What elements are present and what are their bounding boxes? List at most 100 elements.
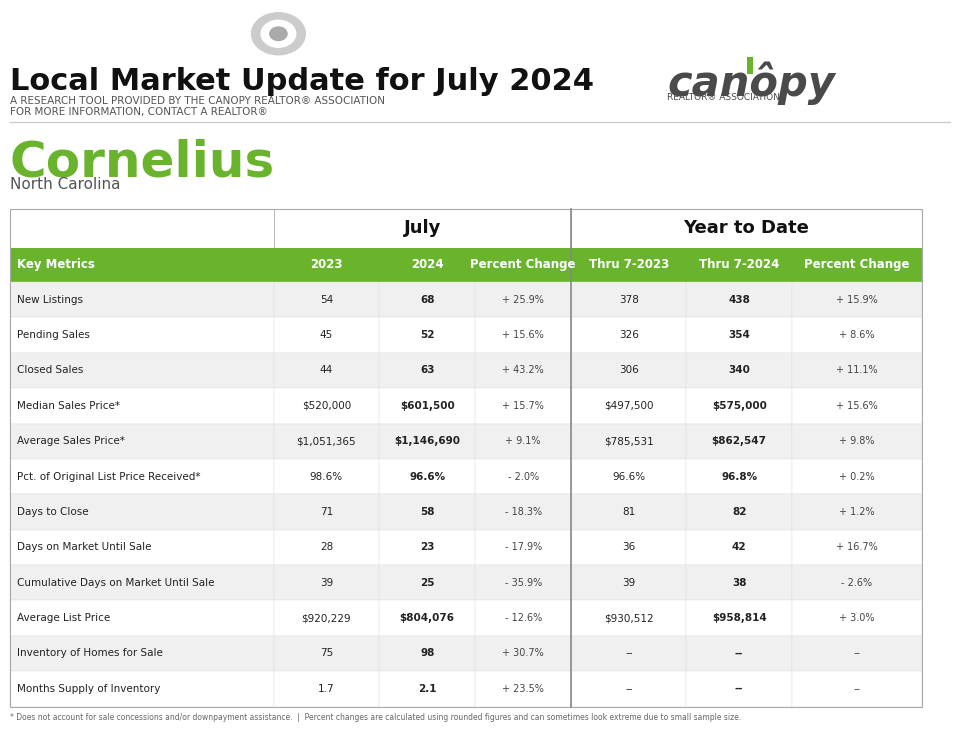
Text: 39: 39	[320, 578, 333, 588]
Text: $575,000: $575,000	[711, 400, 767, 411]
Text: Months Supply of Inventory: Months Supply of Inventory	[17, 684, 160, 694]
Text: - 17.9%: - 17.9%	[505, 542, 541, 552]
Text: 2.1: 2.1	[418, 684, 437, 694]
Text: Median Sales Price*: Median Sales Price*	[17, 400, 120, 411]
Text: 23: 23	[420, 542, 435, 552]
Text: 306: 306	[619, 365, 638, 376]
Text: $920,229: $920,229	[301, 613, 351, 623]
Text: 28: 28	[320, 542, 333, 552]
Text: Percent Change: Percent Change	[470, 258, 576, 272]
Text: + 30.7%: + 30.7%	[502, 649, 544, 658]
Text: --: --	[735, 684, 743, 694]
Text: 71: 71	[320, 507, 333, 517]
Text: North Carolina: North Carolina	[10, 177, 120, 192]
Text: --: --	[625, 649, 633, 658]
Text: + 16.7%: + 16.7%	[836, 542, 877, 552]
Text: 58: 58	[420, 507, 435, 517]
Text: Inventory of Homes for Sale: Inventory of Homes for Sale	[17, 649, 163, 658]
Text: + 23.5%: + 23.5%	[502, 684, 544, 694]
Text: 1.7: 1.7	[318, 684, 335, 694]
Text: + 9.8%: + 9.8%	[839, 436, 875, 446]
Text: Cornelius: Cornelius	[10, 139, 275, 187]
Text: New Listings: New Listings	[17, 295, 84, 304]
Text: 2024: 2024	[411, 258, 444, 272]
Text: Pct. of Original List Price Received*: Pct. of Original List Price Received*	[17, 472, 201, 482]
Text: Cumulative Days on Market Until Sale: Cumulative Days on Market Until Sale	[17, 578, 215, 588]
Text: $1,051,365: $1,051,365	[297, 436, 356, 446]
Text: 68: 68	[420, 295, 435, 304]
Text: 96.6%: 96.6%	[612, 472, 645, 482]
Text: - 35.9%: - 35.9%	[505, 578, 541, 588]
Text: $1,146,690: $1,146,690	[395, 436, 460, 446]
Text: Days on Market Until Sale: Days on Market Until Sale	[17, 542, 152, 552]
Text: $958,814: $958,814	[711, 613, 767, 623]
Text: A RESEARCH TOOL PROVIDED BY THE CANOPY REALTOR® ASSOCIATION: A RESEARCH TOOL PROVIDED BY THE CANOPY R…	[10, 96, 385, 106]
Text: Average Sales Price*: Average Sales Price*	[17, 436, 125, 446]
Text: + 15.9%: + 15.9%	[836, 295, 877, 304]
Text: 82: 82	[732, 507, 747, 517]
Text: 63: 63	[420, 365, 435, 376]
Text: * Does not account for sale concessions and/or downpayment assistance.  |  Perce: * Does not account for sale concessions …	[10, 712, 741, 722]
Text: Thru 7-2024: Thru 7-2024	[699, 258, 780, 272]
Text: $862,547: $862,547	[711, 436, 767, 446]
Text: 75: 75	[320, 649, 333, 658]
Text: + 11.1%: + 11.1%	[836, 365, 877, 376]
Text: + 15.6%: + 15.6%	[502, 330, 544, 340]
Text: $497,500: $497,500	[604, 400, 654, 411]
Text: 96.6%: 96.6%	[409, 472, 445, 482]
Text: + 1.2%: + 1.2%	[839, 507, 875, 517]
Text: + 25.9%: + 25.9%	[502, 295, 544, 304]
Text: 45: 45	[320, 330, 333, 340]
Text: Thru 7-2023: Thru 7-2023	[588, 258, 669, 272]
Text: $804,076: $804,076	[399, 613, 455, 623]
Text: - 2.0%: - 2.0%	[508, 472, 539, 482]
Text: 98: 98	[420, 649, 434, 658]
Text: July: July	[404, 219, 441, 237]
Text: $930,512: $930,512	[604, 613, 654, 623]
Text: - 18.3%: - 18.3%	[505, 507, 541, 517]
Text: REALTOR® ASSOCIATION: REALTOR® ASSOCIATION	[667, 93, 780, 102]
Text: 25: 25	[420, 578, 435, 588]
Text: 54: 54	[320, 295, 333, 304]
Text: FOR MORE INFORMATION, CONTACT A REALTOR®: FOR MORE INFORMATION, CONTACT A REALTOR®	[10, 107, 267, 117]
Text: 96.8%: 96.8%	[721, 472, 757, 482]
Text: - 2.6%: - 2.6%	[841, 578, 873, 588]
Text: 2023: 2023	[310, 258, 343, 272]
Text: 44: 44	[320, 365, 333, 376]
Text: + 8.6%: + 8.6%	[839, 330, 875, 340]
Text: 36: 36	[622, 542, 636, 552]
Text: + 15.6%: + 15.6%	[836, 400, 877, 411]
Text: 378: 378	[619, 295, 638, 304]
Text: 438: 438	[729, 295, 750, 304]
Text: 52: 52	[420, 330, 435, 340]
Text: --: --	[853, 684, 860, 694]
Text: - 12.6%: - 12.6%	[505, 613, 541, 623]
Text: 42: 42	[732, 542, 747, 552]
Text: 38: 38	[732, 578, 747, 588]
Text: Pending Sales: Pending Sales	[17, 330, 90, 340]
Text: Closed Sales: Closed Sales	[17, 365, 84, 376]
Text: + 9.1%: + 9.1%	[506, 436, 540, 446]
Text: Average List Price: Average List Price	[17, 613, 110, 623]
Text: $520,000: $520,000	[301, 400, 351, 411]
Text: $785,531: $785,531	[604, 436, 654, 446]
Text: canôpy: canôpy	[667, 62, 835, 105]
Text: --: --	[735, 649, 743, 658]
Text: 354: 354	[729, 330, 750, 340]
Text: $601,500: $601,500	[399, 400, 455, 411]
Text: Year to Date: Year to Date	[684, 219, 809, 237]
Text: --: --	[853, 649, 860, 658]
Text: Local Market Update for July 2024: Local Market Update for July 2024	[10, 68, 593, 97]
Text: + 3.0%: + 3.0%	[839, 613, 875, 623]
Text: + 0.2%: + 0.2%	[839, 472, 875, 482]
Text: 340: 340	[729, 365, 750, 376]
Text: --: --	[625, 684, 633, 694]
Text: 39: 39	[622, 578, 636, 588]
Text: Key Metrics: Key Metrics	[17, 258, 95, 272]
Text: + 15.7%: + 15.7%	[502, 400, 544, 411]
Text: 326: 326	[619, 330, 638, 340]
Text: Days to Close: Days to Close	[17, 507, 89, 517]
Text: 81: 81	[622, 507, 636, 517]
Text: Percent Change: Percent Change	[804, 258, 909, 272]
Text: 98.6%: 98.6%	[310, 472, 343, 482]
